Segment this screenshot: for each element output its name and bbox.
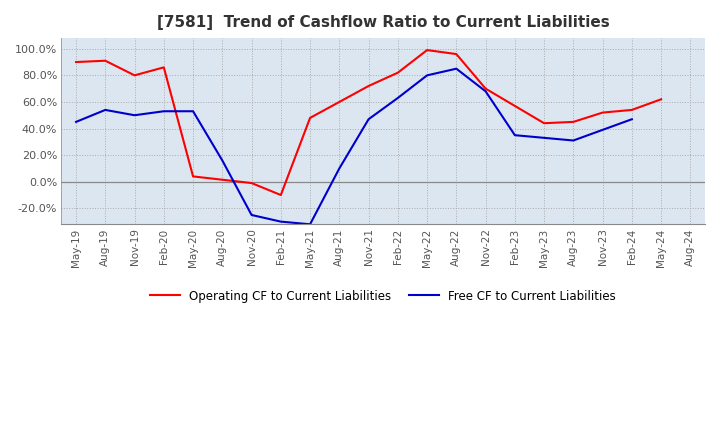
Operating CF to Current Liabilities xyxy=(569,119,577,125)
Operating CF to Current Liabilities xyxy=(335,99,343,105)
Free CF to Current Liabilities xyxy=(189,109,197,114)
Operating CF to Current Liabilities xyxy=(540,121,549,126)
Free CF to Current Liabilities xyxy=(364,117,373,122)
Operating CF to Current Liabilities xyxy=(72,59,81,65)
Operating CF to Current Liabilities xyxy=(394,70,402,75)
Operating CF to Current Liabilities xyxy=(423,48,431,53)
Operating CF to Current Liabilities xyxy=(306,115,315,121)
Free CF to Current Liabilities xyxy=(276,219,285,224)
Free CF to Current Liabilities xyxy=(540,135,549,140)
Free CF to Current Liabilities xyxy=(598,127,607,132)
Operating CF to Current Liabilities xyxy=(657,97,665,102)
Operating CF to Current Liabilities xyxy=(628,107,636,113)
Free CF to Current Liabilities xyxy=(72,119,81,125)
Free CF to Current Liabilities xyxy=(394,95,402,101)
Free CF to Current Liabilities xyxy=(423,73,431,78)
Operating CF to Current Liabilities xyxy=(364,83,373,88)
Free CF to Current Liabilities xyxy=(101,107,109,113)
Operating CF to Current Liabilities xyxy=(247,180,256,186)
Operating CF to Current Liabilities xyxy=(130,73,139,78)
Free CF to Current Liabilities xyxy=(510,132,519,138)
Free CF to Current Liabilities xyxy=(628,117,636,122)
Free CF to Current Liabilities xyxy=(306,222,315,227)
Free CF to Current Liabilities xyxy=(569,138,577,143)
Line: Free CF to Current Liabilities: Free CF to Current Liabilities xyxy=(76,69,632,224)
Operating CF to Current Liabilities xyxy=(452,51,461,57)
Free CF to Current Liabilities xyxy=(335,166,343,171)
Title: [7581]  Trend of Cashflow Ratio to Current Liabilities: [7581] Trend of Cashflow Ratio to Curren… xyxy=(157,15,610,30)
Operating CF to Current Liabilities xyxy=(598,110,607,115)
Line: Operating CF to Current Liabilities: Operating CF to Current Liabilities xyxy=(76,50,661,195)
Operating CF to Current Liabilities xyxy=(276,192,285,198)
Legend: Operating CF to Current Liabilities, Free CF to Current Liabilities: Operating CF to Current Liabilities, Fre… xyxy=(145,285,621,308)
Free CF to Current Liabilities xyxy=(452,66,461,71)
Operating CF to Current Liabilities xyxy=(189,174,197,179)
Free CF to Current Liabilities xyxy=(481,89,490,94)
Free CF to Current Liabilities xyxy=(218,158,227,163)
Free CF to Current Liabilities xyxy=(130,113,139,118)
Operating CF to Current Liabilities xyxy=(160,65,168,70)
Free CF to Current Liabilities xyxy=(247,213,256,218)
Operating CF to Current Liabilities xyxy=(101,58,109,63)
Operating CF to Current Liabilities xyxy=(481,86,490,91)
Free CF to Current Liabilities xyxy=(160,109,168,114)
